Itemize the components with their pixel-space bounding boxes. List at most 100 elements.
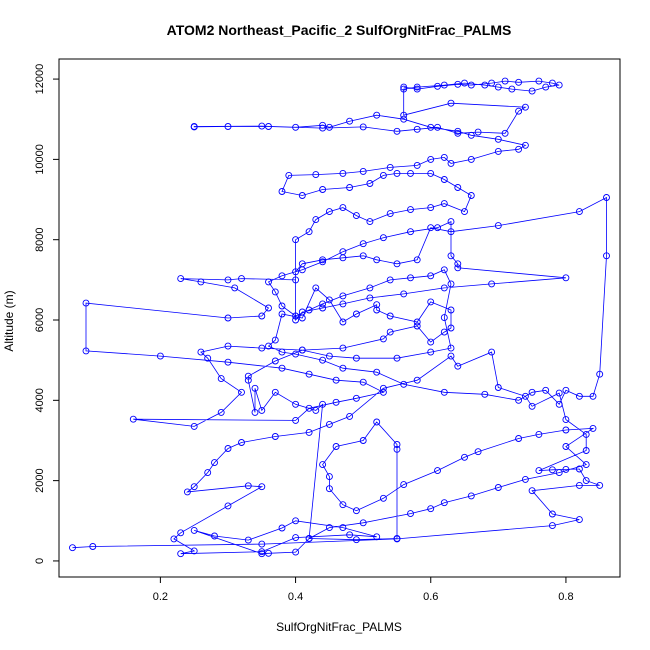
data-point [224, 358, 232, 366]
data-point [379, 234, 387, 242]
data-point [400, 115, 408, 123]
data-point [440, 314, 448, 322]
data-point [386, 328, 394, 336]
x-tick-label: 0.2 [153, 591, 168, 603]
y-tick-label: 8000 [34, 227, 46, 251]
data-point [542, 386, 550, 394]
data-point [373, 418, 381, 426]
data-point [393, 127, 401, 135]
data-point [305, 306, 313, 314]
data-point [265, 123, 272, 130]
data-point [413, 256, 421, 264]
data-point [427, 224, 435, 232]
data-point [373, 111, 381, 119]
data-point [359, 378, 367, 386]
y-tick-label: 2000 [34, 468, 46, 492]
data-point [454, 129, 462, 137]
data-point [454, 184, 462, 191]
data-point [339, 501, 347, 509]
data-point [542, 83, 550, 91]
data-point [400, 111, 408, 119]
y-tick-label: 12000 [34, 64, 46, 95]
data-point [217, 408, 225, 416]
data-point [265, 549, 272, 557]
data-point [190, 123, 198, 130]
data-point [251, 384, 259, 392]
data-point [461, 208, 468, 216]
data-point [379, 388, 387, 396]
data-point [454, 80, 462, 88]
data-point [521, 141, 529, 149]
data-point [238, 388, 245, 396]
data-point [454, 362, 462, 370]
data-point [258, 548, 266, 556]
data-point [447, 306, 455, 314]
data-point [427, 272, 435, 280]
data-point [258, 122, 266, 130]
data-point [211, 459, 218, 467]
data-point [265, 278, 272, 286]
data-point [562, 426, 570, 434]
data-point [339, 364, 347, 372]
data-point [305, 535, 313, 542]
data-point [319, 400, 327, 408]
data-point [373, 256, 381, 264]
data-point [393, 354, 401, 362]
data-point [407, 169, 414, 177]
data-point [332, 398, 340, 406]
data-point [528, 87, 536, 95]
data-point [224, 123, 232, 130]
data-point [319, 356, 327, 364]
data-point [440, 499, 448, 507]
data-point [177, 550, 185, 558]
data-point [434, 467, 441, 475]
data-point [413, 85, 421, 93]
data-point [562, 274, 570, 282]
data-point [379, 171, 387, 179]
data-point [177, 275, 185, 283]
data-point [440, 176, 448, 183]
data-point [447, 252, 455, 260]
data-point [589, 424, 597, 432]
data-point [305, 404, 313, 412]
data-point [305, 428, 313, 436]
data-point [366, 218, 374, 226]
data-point [501, 77, 509, 85]
data-point [440, 284, 448, 292]
data-point [366, 294, 374, 302]
data-point [555, 81, 563, 89]
data-point [400, 380, 408, 388]
data-point [346, 531, 354, 539]
data-point [325, 208, 333, 216]
data-point [467, 492, 475, 500]
data-point [427, 155, 435, 163]
data-point [447, 352, 455, 360]
data-point [332, 376, 340, 384]
data-point [596, 481, 604, 489]
data-point [413, 376, 421, 384]
data-point [292, 517, 300, 525]
data-point [298, 308, 306, 316]
data-point [359, 437, 367, 444]
data-point [325, 352, 333, 360]
data-point [515, 396, 523, 404]
data-point [481, 390, 489, 398]
data-point [197, 348, 205, 356]
data-point [305, 228, 313, 236]
data-point [407, 274, 414, 282]
data-point [427, 169, 435, 177]
x-tick-label: 0.4 [288, 591, 303, 603]
data-point [521, 475, 529, 483]
data-point [407, 510, 414, 518]
data-point [562, 465, 570, 473]
data-point [238, 439, 245, 446]
data-point [521, 392, 529, 400]
data-point [346, 184, 354, 191]
data-point [69, 544, 76, 552]
data-point [319, 461, 327, 469]
data-point [400, 85, 408, 93]
data-point [467, 131, 475, 139]
data-point [292, 316, 300, 324]
data-point [434, 224, 441, 232]
data-point [204, 354, 212, 362]
